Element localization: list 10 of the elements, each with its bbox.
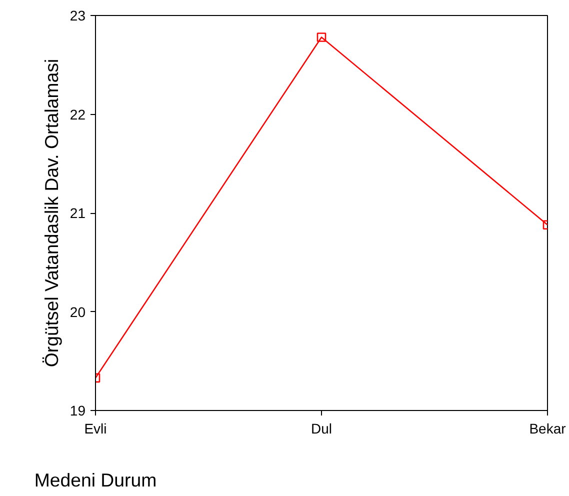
y-tick-label: 21 [70, 205, 86, 221]
y-tick-label: 20 [70, 304, 86, 320]
x-axis-title: Medeni Durum [34, 470, 157, 490]
x-tick-label: Evli [84, 420, 107, 436]
y-tick-label: 19 [70, 402, 86, 418]
x-tick-label: Dul [310, 420, 332, 436]
y-axis-title: Örgütsel Vatandaslik Dav. Ortalamasi [40, 58, 62, 368]
y-tick-label: 22 [70, 106, 86, 122]
y-tick-label: 23 [70, 8, 86, 24]
x-tick-label: Bekar [529, 420, 566, 436]
